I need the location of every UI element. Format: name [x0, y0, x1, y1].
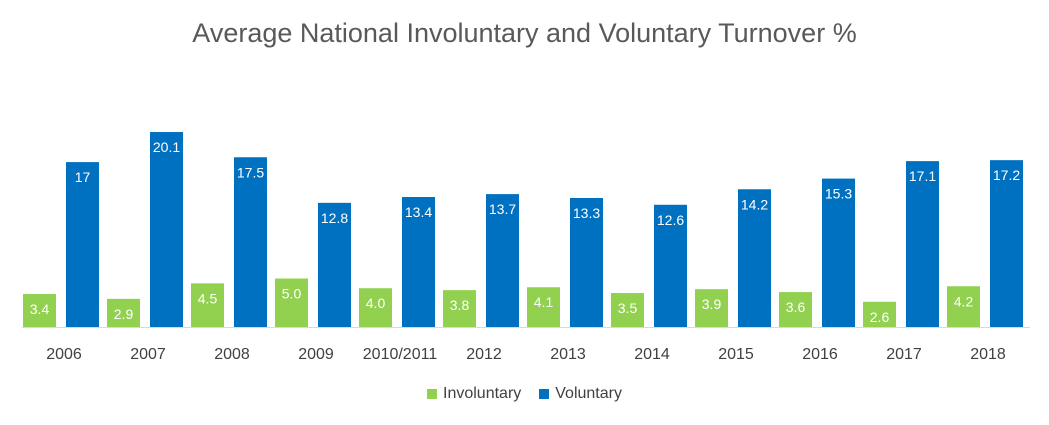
x-tick-label-3: 2009 [298, 346, 334, 363]
bar-voluntary-4 [402, 197, 435, 327]
x-tick-label-11: 2018 [970, 346, 1006, 363]
chart-title: Average National Involuntary and Volunta… [192, 18, 857, 48]
bar-voluntary-6 [570, 197, 603, 327]
data-label-voluntary-7: 12.6 [657, 212, 684, 228]
bar-involuntary-7 [611, 293, 644, 327]
data-label-voluntary-10: 17.1 [909, 168, 936, 184]
bar-involuntary-9 [779, 292, 812, 327]
x-tick-label-0: 2006 [46, 346, 82, 363]
data-label-involuntary-1: 2.9 [114, 306, 134, 322]
data-label-involuntary-8: 3.9 [702, 296, 722, 312]
bar-involuntary-6 [527, 287, 560, 327]
data-label-voluntary-0: 17 [75, 169, 91, 185]
x-tick-label-7: 2014 [634, 346, 670, 363]
bar-voluntary-7 [654, 204, 687, 327]
data-label-voluntary-3: 12.8 [321, 210, 348, 226]
bar-voluntary-8 [738, 189, 771, 327]
x-tick-label-9: 2016 [802, 346, 838, 363]
bar-involuntary-0 [23, 294, 56, 327]
legend-label-involuntary: Involuntary [443, 385, 522, 402]
bar-voluntary-10 [906, 161, 939, 327]
x-tick-label-10: 2017 [886, 346, 922, 363]
x-tick-label-8: 2015 [718, 346, 754, 363]
bar-voluntary-2 [234, 157, 267, 327]
x-tick-label-6: 2013 [550, 346, 586, 363]
bar-voluntary-11 [990, 160, 1023, 327]
bar-voluntary-5 [486, 194, 519, 327]
bar-involuntary-8 [695, 289, 728, 327]
x-tick-label-1: 2007 [130, 346, 166, 363]
bar-voluntary-0 [66, 162, 99, 327]
legend-swatch-involuntary [427, 389, 437, 399]
data-label-involuntary-7: 3.5 [618, 300, 638, 316]
legend-label-voluntary: Voluntary [555, 385, 622, 402]
data-label-voluntary-1: 20.1 [153, 139, 180, 155]
x-tick-label-4: 2010/2011 [363, 346, 438, 363]
data-label-voluntary-2: 17.5 [237, 164, 264, 180]
bar-voluntary-9 [822, 178, 855, 327]
data-label-involuntary-11: 4.2 [954, 293, 974, 309]
data-label-involuntary-4: 4.0 [366, 295, 386, 311]
bar-involuntary-10 [863, 301, 896, 327]
data-label-voluntary-4: 13.4 [405, 204, 432, 220]
data-label-involuntary-0: 3.4 [30, 301, 50, 317]
legend-item-involuntary: Involuntary [427, 385, 521, 403]
data-label-voluntary-6: 13.3 [573, 205, 600, 221]
data-label-voluntary-8: 14.2 [741, 196, 768, 212]
data-label-involuntary-3: 5.0 [282, 286, 302, 302]
data-label-voluntary-5: 13.7 [489, 201, 516, 217]
x-tick-label-5: 2012 [466, 346, 502, 363]
x-tick-label-2: 2008 [214, 346, 250, 363]
bar-involuntary-5 [443, 290, 476, 327]
legend-swatch-voluntary [539, 389, 550, 399]
bar-voluntary-1 [150, 132, 183, 327]
bar-involuntary-1 [107, 298, 140, 327]
data-label-involuntary-2: 4.5 [198, 290, 218, 306]
bar-voluntary-3 [318, 202, 351, 327]
bar-involuntary-11 [947, 286, 980, 327]
data-label-voluntary-9: 15.3 [825, 186, 852, 202]
bar-involuntary-2 [191, 283, 224, 327]
legend: Involuntary Voluntary [0, 385, 1049, 403]
data-label-voluntary-11: 17.2 [993, 167, 1020, 183]
data-label-involuntary-5: 3.8 [450, 297, 470, 313]
legend-item-voluntary: Voluntary [539, 385, 622, 403]
data-label-involuntary-6: 4.1 [534, 294, 554, 310]
data-label-involuntary-9: 3.6 [786, 299, 806, 315]
data-label-involuntary-10: 2.6 [870, 309, 890, 325]
bar-involuntary-3 [275, 278, 308, 327]
bar-involuntary-4 [359, 288, 392, 327]
